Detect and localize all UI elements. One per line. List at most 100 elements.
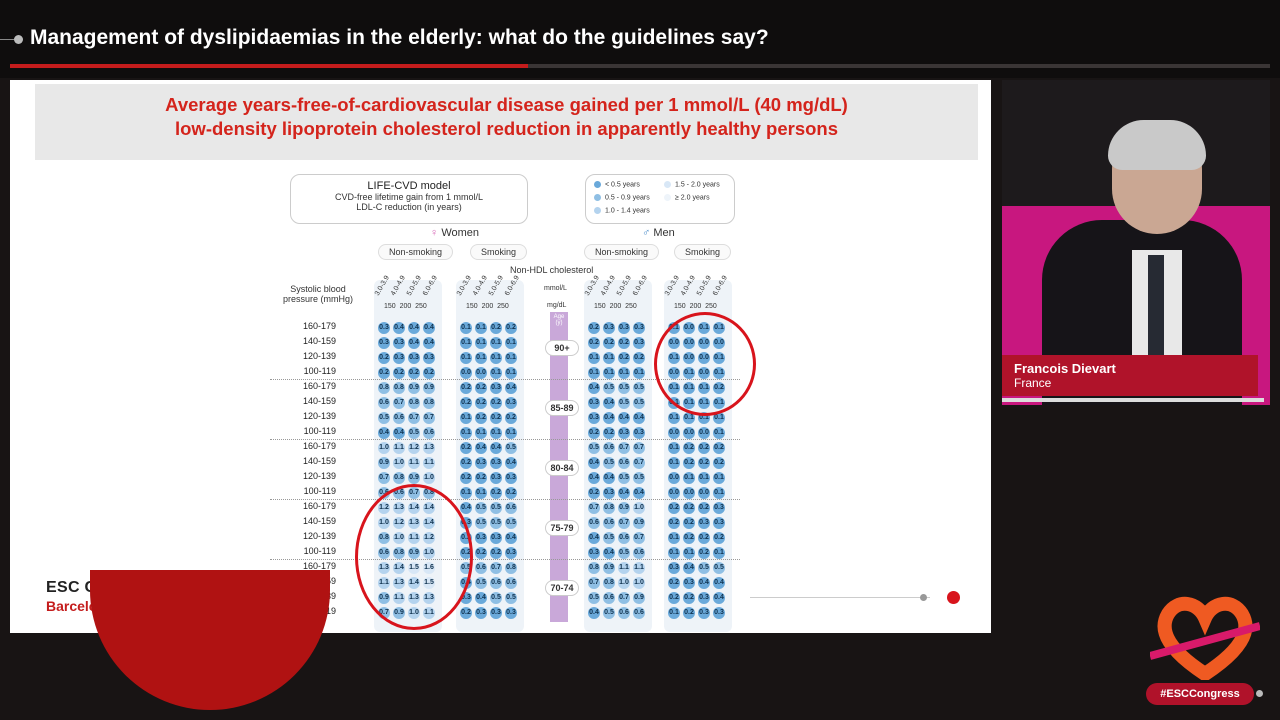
risk-cell: 0.8 — [393, 382, 405, 394]
risk-cell: 0.4 — [588, 532, 600, 544]
risk-cell: 0.4 — [588, 607, 600, 619]
women-label: Women — [441, 227, 480, 239]
risk-cell: 0.4 — [378, 427, 390, 439]
age-group-divider — [270, 379, 740, 380]
risk-cell: 0.1 — [460, 337, 472, 349]
risk-cell: 0.7 — [490, 562, 502, 574]
bp-row-label: 100-119 — [303, 426, 336, 436]
slide-header: Average years-free-of-cardiovascular dis… — [35, 84, 978, 160]
risk-cell: 0.2 — [698, 457, 710, 469]
risk-cell: 0.3 — [698, 592, 710, 604]
risk-cell: 0.3 — [475, 457, 487, 469]
risk-cell: 0.6 — [505, 577, 517, 589]
column-mgdl-label: 150 200 250 — [674, 303, 717, 310]
bp-row-label: 160-179 — [302, 321, 336, 331]
risk-cell: 0.1 — [460, 352, 472, 364]
risk-cell: 0.7 — [588, 502, 600, 514]
slide-title-line2: low-density lipoprotein cholesterol redu… — [174, 118, 839, 139]
risk-cell: 0.3 — [668, 562, 680, 574]
risk-cell: 0.2 — [490, 322, 502, 334]
nav-dot-grey[interactable] — [920, 594, 927, 601]
legend-text: 1.5 - 2.0 years — [675, 181, 720, 189]
risk-cell: 0.2 — [475, 382, 487, 394]
risk-cell: 0.3 — [633, 337, 645, 349]
risk-cell: 0.3 — [633, 322, 645, 334]
risk-cell: 0.5 — [408, 427, 420, 439]
risk-cell: 0.1 — [713, 487, 725, 499]
risk-cell: 0.3 — [490, 472, 502, 484]
risk-cell: 0.5 — [475, 577, 487, 589]
legend-swatch — [664, 181, 671, 188]
risk-cell: 0.3 — [423, 352, 435, 364]
legend-text: < 0.5 years — [605, 181, 640, 189]
men-label: Men — [653, 227, 675, 239]
bp-row-label: 100-119 — [303, 486, 336, 496]
risk-cell: 0.2 — [668, 577, 680, 589]
risk-cell: 0.6 — [603, 592, 615, 604]
model-box: LIFE-CVD model CVD-free lifetime gain fr… — [290, 174, 528, 224]
risk-cell: 0.2 — [490, 412, 502, 424]
risk-cell: 0.4 — [490, 442, 502, 454]
risk-cell: 0.2 — [423, 367, 435, 379]
risk-cell: 0.4 — [588, 472, 600, 484]
legend-swatch — [594, 207, 601, 214]
risk-cell: 0.4 — [603, 547, 615, 559]
legend-swatch — [594, 181, 601, 188]
nav-dot-red[interactable] — [947, 591, 960, 604]
risk-cell: 0.1 — [460, 322, 472, 334]
risk-cell: 0.3 — [505, 607, 517, 619]
risk-cell: 0.5 — [633, 397, 645, 409]
risk-cell: 0.3 — [588, 397, 600, 409]
risk-cell: 0.1 — [633, 367, 645, 379]
risk-cell: 0.1 — [683, 412, 695, 424]
risk-cell: 0.7 — [633, 442, 645, 454]
mgdl-label: mg/dL — [547, 302, 567, 309]
risk-cell: 1.1 — [618, 562, 630, 574]
bp-row-label: 140-159 — [302, 336, 336, 346]
sbp-label2: pressure (mmHg) — [282, 294, 353, 304]
risk-cell: 1.0 — [378, 442, 390, 454]
session-title: Management of dyslipidaemias in the elde… — [30, 26, 769, 49]
risk-cell: 0.2 — [460, 472, 472, 484]
risk-cell: 0.3 — [475, 532, 487, 544]
legend-box: < 0.5 years 0.5 - 0.9 years 1.0 - 1.4 year… — [585, 174, 735, 224]
risk-cell: 0.1 — [475, 352, 487, 364]
risk-cell: 0.9 — [618, 502, 630, 514]
risk-cell: 0.6 — [378, 397, 390, 409]
risk-cell: 0.8 — [378, 382, 390, 394]
risk-cell: 0.4 — [603, 472, 615, 484]
risk-cell: 0.2 — [683, 607, 695, 619]
risk-cell: 1.2 — [408, 442, 420, 454]
legend-item: 1.5 - 2.0 years — [664, 181, 720, 188]
risk-cell: 0.4 — [423, 337, 435, 349]
risk-cell: 0.4 — [633, 487, 645, 499]
legend-text: 1.0 - 1.4 years — [605, 207, 650, 215]
risk-cell: 0.1 — [588, 367, 600, 379]
risk-cell: 0.2 — [588, 322, 600, 334]
annotation-circle-women-elderly — [355, 484, 473, 630]
risk-cell: 0.2 — [460, 457, 472, 469]
risk-cell: 0.4 — [505, 532, 517, 544]
risk-cell: 0.5 — [378, 412, 390, 424]
legend-swatch — [594, 194, 601, 201]
risk-cell: 0.3 — [475, 607, 487, 619]
risk-cell: 0.2 — [475, 397, 487, 409]
risk-cell: 0.6 — [505, 502, 517, 514]
risk-cell: 0.1 — [475, 487, 487, 499]
risk-cell: 0.3 — [713, 517, 725, 529]
risk-cell: 0.9 — [603, 562, 615, 574]
risk-cell: 0.3 — [490, 457, 502, 469]
risk-cell: 0.2 — [683, 532, 695, 544]
risk-cell: 0.2 — [408, 367, 420, 379]
risk-cell: 0.8 — [603, 577, 615, 589]
risk-cell: 0.7 — [408, 412, 420, 424]
column-mgdl-label: 150 200 250 — [594, 303, 637, 310]
risk-cell: 0.2 — [460, 607, 472, 619]
bp-row-label: 160-179 — [302, 561, 336, 571]
risk-cell: 0.1 — [460, 427, 472, 439]
bp-row-label: 160-179 — [302, 441, 336, 451]
risk-cell: 0.6 — [618, 457, 630, 469]
risk-cell: 1.0 — [633, 577, 645, 589]
risk-cell: 0.9 — [408, 382, 420, 394]
risk-cell: 0.0 — [683, 487, 695, 499]
